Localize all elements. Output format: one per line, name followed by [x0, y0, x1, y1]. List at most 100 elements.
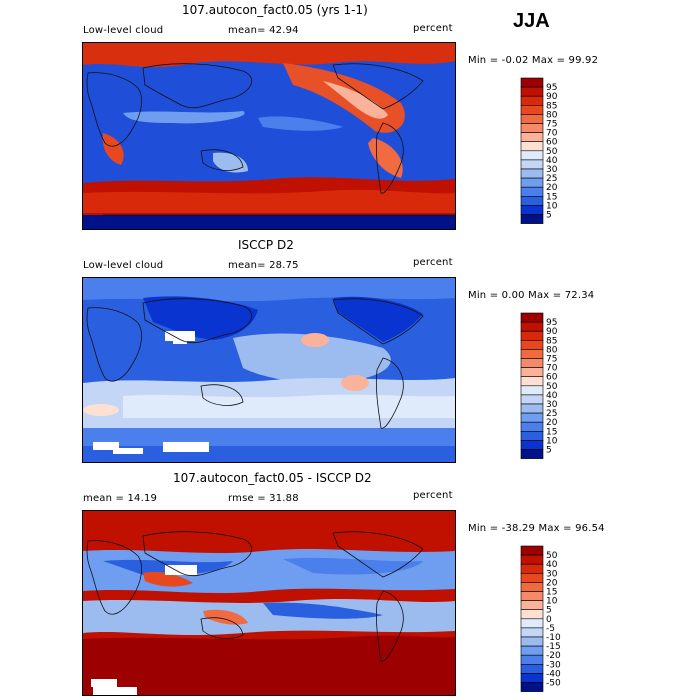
panel2-colorbar-swatch [520, 312, 544, 323]
panel2-colorbar-swatch [520, 431, 544, 441]
panel3-colorbar-swatch [520, 545, 544, 556]
panel2-colorbar-swatch [520, 449, 544, 459]
panel3-units: percent [413, 490, 453, 501]
panel2-colorbar-tick-label: 10 [546, 436, 558, 446]
panel2-colorbar-tick-label: 75 [546, 355, 557, 365]
panel3-colorbar-swatch [520, 609, 544, 620]
panel1-field-label: Low-level cloud [83, 25, 164, 36]
panel1-colorbar-swatch [520, 205, 544, 215]
panel3-minmax: Min = -38.29 Max = 96.54 [468, 523, 605, 534]
panel2-colorbar-swatch [520, 412, 544, 423]
panel1-colorbar-swatch [520, 159, 544, 170]
panel3-colorbar-tick-label: -50 [546, 679, 561, 689]
panel2-colorbar-tick-label: 40 [546, 391, 558, 401]
panel1-colorbar-swatch [520, 123, 544, 133]
panel3-colorbar-tick-label: -40 [546, 669, 561, 679]
panel1-colorbar-swatch [520, 95, 544, 106]
panel3-colorbar-swatch [520, 645, 544, 656]
panel3-colorbar-tick-label: 20 [546, 578, 558, 588]
panel1-map-field [83, 43, 455, 229]
panel2-colorbar-swatch [520, 349, 544, 359]
panel2-colorbar-swatch [520, 385, 544, 396]
panel1-colorbar-swatch [520, 177, 544, 188]
panel3-colorbar-tick-label: -20 [546, 651, 561, 661]
panel2-colorbar-tick-label: 20 [546, 418, 558, 428]
panel3-colorbar: 50 40 30 20 15 10 5 0 -5 -10 -15 -20 -30 -40 -50 [520, 545, 581, 696]
panel1-colorbar-swatch [520, 168, 544, 179]
panel2-map [82, 277, 456, 463]
panel3-title: 107.autocon_fact0.05 - ISCCP D2 [173, 471, 372, 485]
panel2-colorbar-swatch [520, 321, 544, 332]
panel3-mean: mean = 14.19 [83, 493, 158, 504]
panel2-colorbar-tick-label: 95 [546, 318, 557, 328]
panel3-colorbar-swatch [520, 591, 544, 601]
panel3-colorbar-tick-label: 0 [546, 615, 552, 625]
panel3-colorbar-swatch [520, 563, 544, 574]
panel2-colorbar-tick-label: 70 [546, 364, 558, 374]
panel1-colorbar-tick-label: 15 [546, 192, 557, 202]
panel2-title: ISCCP D2 [238, 238, 294, 252]
panel3-colorbar-swatch [520, 554, 544, 565]
panel2-colorbar-tick-label: 90 [546, 327, 558, 337]
panel3-map-field [83, 511, 455, 695]
panel2-colorbar-tick-label: 15 [546, 427, 557, 437]
panel1-colorbar-tick-label: 10 [546, 201, 558, 211]
panel2-colorbar-swatch [520, 440, 544, 450]
panel2-colorbar-swatch [520, 421, 544, 432]
panel1-map [82, 42, 456, 230]
panel2-units: percent [413, 257, 453, 268]
panel1-colorbar-tick-label: 85 [546, 101, 557, 111]
panel3-colorbar-tick-label: -5 [546, 624, 555, 634]
panel1-minmax: Min = -0.02 Max = 99.92 [468, 55, 599, 66]
panel1-colorbar-swatch [520, 104, 544, 115]
panel1-colorbar-tick-label: 50 [546, 147, 558, 157]
panel3-colorbar-swatch [520, 673, 544, 683]
panel2-colorbar-swatch [520, 339, 544, 350]
panel2-colorbar-swatch [520, 403, 544, 414]
panel2-colorbar-swatch [520, 330, 544, 341]
panel1-colorbar-swatch [520, 196, 544, 206]
panel3-colorbar-swatch [520, 600, 544, 610]
panel1-colorbar-tick-label: 5 [546, 211, 552, 221]
panel3-colorbar-swatch [520, 618, 544, 629]
panel3-colorbar-tick-label: -10 [546, 633, 561, 643]
panel2-colorbar-tick-label: 50 [546, 382, 558, 392]
panel2-colorbar-tick-label: 80 [546, 345, 558, 355]
panel1-colorbar-tick-label: 60 [546, 138, 558, 148]
panel1-colorbar-tick-label: 80 [546, 110, 558, 120]
panel1-units: percent [413, 23, 453, 34]
panel2-colorbar-tick-label: 85 [546, 336, 557, 346]
panel2-colorbar-swatch [520, 394, 544, 405]
season-label: JJA [513, 10, 550, 32]
panel2-mean: mean= 28.75 [228, 260, 299, 271]
panel1-colorbar-tick-label: 95 [546, 83, 557, 93]
panel2-colorbar-swatch [520, 367, 544, 377]
panel3-colorbar-tick-label: 5 [546, 606, 552, 616]
panel3-colorbar-tick-label: 15 [546, 588, 557, 598]
panel1-colorbar-tick-label: 20 [546, 183, 558, 193]
panel1-colorbar-tick-label: 75 [546, 120, 557, 130]
panel3-colorbar-swatch [520, 664, 544, 674]
panel1-colorbar-swatch [520, 114, 544, 124]
panel2-colorbar: 95 90 85 80 75 70 60 50 40 30 25 20 15 10 5 [520, 312, 581, 463]
panel3-rmse: rmse = 31.88 [228, 493, 299, 504]
panel3-colorbar-swatch [520, 636, 544, 647]
panel3-colorbar-swatch [520, 582, 544, 592]
panel1-colorbar-swatch [520, 86, 544, 97]
panel2-colorbar-swatch [520, 358, 544, 368]
panel1-colorbar-tick-label: 30 [546, 165, 558, 175]
panel3-map [82, 510, 456, 696]
panel1-colorbar-tick-label: 90 [546, 92, 558, 102]
panel2-colorbar-tick-label: 5 [546, 446, 552, 456]
panel1-colorbar-tick-label: 70 [546, 129, 558, 139]
panel3-colorbar-tick-label: -30 [546, 660, 561, 670]
panel1-mean: mean= 42.94 [228, 25, 299, 36]
panel2-map-field [83, 278, 455, 462]
panel2-colorbar-swatch [520, 376, 544, 387]
panel3-colorbar-tick-label: 50 [546, 551, 558, 561]
panel2-field-label: Low-level cloud [83, 260, 164, 271]
panel3-colorbar-tick-label: 10 [546, 597, 558, 607]
